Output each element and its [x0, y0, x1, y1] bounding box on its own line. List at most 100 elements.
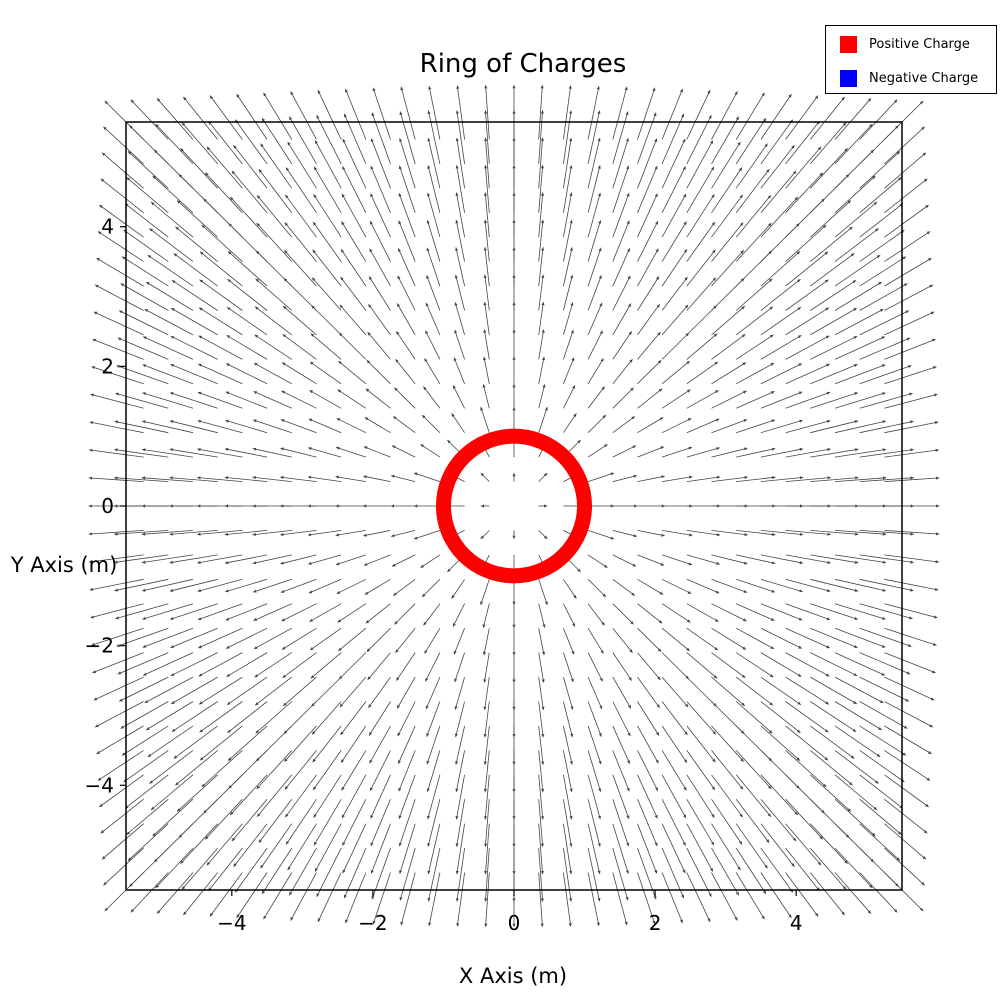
field-arrow	[686, 333, 718, 360]
field-arrow-head	[369, 759, 373, 764]
field-arrow-head	[540, 923, 544, 927]
field-arrow-head	[284, 250, 288, 254]
field-arrow	[290, 872, 317, 921]
field-arrow	[484, 274, 490, 311]
field-arrow	[785, 363, 830, 385]
field-arrow-head	[95, 284, 99, 288]
field-arrow-head	[577, 440, 581, 444]
field-arrow-head	[841, 911, 845, 916]
field-arrow	[142, 603, 194, 620]
field-arrow	[261, 117, 293, 165]
field-arrow	[372, 872, 391, 925]
field-arrow-head	[570, 706, 574, 710]
field-arrow	[785, 578, 831, 592]
field-arrow-head	[737, 141, 741, 146]
field-arrow	[227, 701, 268, 734]
field-arrow	[395, 652, 416, 681]
field-arrow-head	[339, 675, 343, 680]
field-arrow	[587, 627, 604, 654]
field-arrow-head	[426, 788, 430, 792]
field-arrow-head	[368, 704, 372, 708]
field-arrow-head	[712, 731, 716, 735]
field-arrow	[884, 126, 925, 165]
field-arrow-head	[370, 138, 374, 142]
field-arrow-head	[570, 733, 574, 738]
field-arrow	[686, 603, 719, 623]
field-arrow	[342, 799, 367, 846]
field-arrow-head	[797, 729, 801, 733]
field-arrow	[413, 530, 441, 540]
field-arrow-head	[817, 861, 822, 866]
field-arrow	[99, 774, 144, 808]
field-arrow-head	[744, 532, 748, 537]
field-arrow	[612, 416, 636, 434]
field-arrow-head	[155, 124, 159, 128]
field-arrow	[181, 122, 219, 165]
field-arrow-head	[170, 336, 175, 339]
field-arrow-head	[312, 731, 316, 735]
field-arrow-head	[903, 283, 908, 287]
y-axis-label: Y Axis (m)	[10, 553, 118, 577]
field-arrow-head	[569, 870, 573, 875]
field-arrow	[563, 676, 574, 710]
field-arrow-head	[368, 304, 372, 308]
field-arrow-head	[263, 915, 267, 920]
field-arrow-head	[936, 504, 940, 508]
field-arrow-head	[397, 704, 401, 709]
field-arrow	[859, 99, 898, 140]
field-arrow	[834, 175, 876, 214]
field-arrow	[538, 384, 546, 409]
field-arrow-head	[597, 110, 601, 115]
field-arrow-head	[286, 841, 290, 845]
field-arrow	[661, 872, 683, 924]
field-arrow-head	[393, 416, 397, 420]
field-arrow	[810, 148, 848, 189]
field-arrow	[391, 530, 416, 537]
field-arrow-head	[88, 504, 92, 508]
field-arrow-head	[910, 420, 914, 424]
field-arrow	[637, 165, 658, 213]
field-arrow	[201, 224, 243, 262]
field-arrow	[288, 847, 317, 896]
field-arrow	[335, 554, 367, 566]
field-arrow	[587, 701, 602, 737]
field-arrow-head	[799, 419, 803, 423]
field-arrow	[760, 823, 795, 868]
field-arrow	[103, 847, 144, 886]
field-arrow-head	[337, 619, 342, 623]
field-arrow	[637, 627, 662, 652]
field-arrow-head	[128, 857, 132, 861]
field-arrow	[169, 420, 218, 434]
field-arrow	[156, 98, 194, 140]
field-arrow-head	[336, 590, 341, 594]
field-arrow-head	[369, 276, 373, 280]
field-arrow-head	[512, 473, 516, 477]
field-arrow-head	[142, 588, 146, 592]
field-arrow-head	[256, 757, 260, 762]
field-arrow-head	[630, 387, 634, 391]
field-arrow-head	[602, 593, 606, 597]
field-arrow	[312, 249, 342, 287]
field-arrow-head	[260, 143, 264, 148]
field-arrow-head	[876, 753, 881, 757]
field-arrow	[785, 95, 819, 140]
field-arrow-head	[712, 277, 716, 281]
field-arrow	[859, 256, 907, 287]
field-arrow-head	[427, 815, 431, 820]
field-arrow-head	[286, 167, 290, 171]
field-arrow-head	[453, 357, 457, 362]
field-arrow-head	[626, 220, 630, 225]
field-arrow	[612, 652, 633, 681]
field-arrow-head	[400, 86, 404, 91]
field-arrow-head	[287, 141, 291, 146]
field-arrow	[637, 725, 659, 764]
field-arrow-head	[882, 392, 886, 396]
field-arrow	[735, 168, 770, 214]
field-arrow-head	[175, 226, 179, 230]
field-arrow	[426, 247, 441, 287]
field-arrow-head	[867, 98, 871, 102]
field-arrow-head	[280, 475, 284, 480]
field-arrow-head	[689, 475, 693, 479]
field-arrow	[88, 477, 144, 482]
field-arrow-head	[447, 568, 451, 572]
